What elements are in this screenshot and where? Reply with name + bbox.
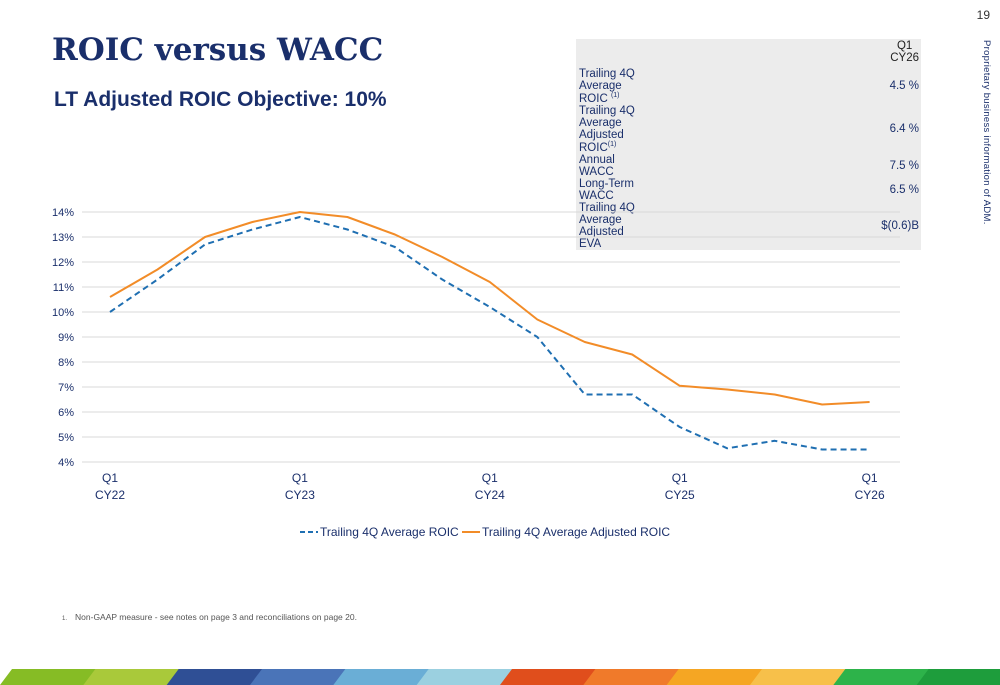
table-row: Trailing 4Q Average Adjusted EVA $(0.6)B: [576, 202, 921, 250]
table-row-value: 6.4 %: [889, 123, 919, 136]
x-tick-label: Q1: [862, 471, 878, 485]
table-row-label: Trailing 4Q Average Adjusted EVA: [579, 201, 635, 250]
y-tick-label: 9%: [58, 332, 74, 344]
row-label-text: Trailing 4Q Average ROIC: [579, 68, 635, 105]
roic-series-line: [109, 216, 870, 451]
brand-bar-segment: [583, 669, 693, 685]
y-tick-label: 5%: [58, 432, 74, 444]
row-label-text: Trailing 4Q Average Adjusted ROIC: [579, 104, 635, 154]
table-row-value: 7.5 %: [889, 159, 919, 172]
x-tick-label: Q1: [672, 471, 688, 485]
table-row: Trailing 4Q Average Adjusted ROIC(1) 6.4…: [576, 105, 921, 154]
table-row-value: 6.5 %: [889, 183, 919, 196]
brand-bar-segment: [0, 669, 110, 685]
page-subtitle: LT Adjusted ROIC Objective: 10%: [54, 88, 387, 111]
footnote-marker: (1): [607, 140, 617, 148]
x-tick-label: CY25: [665, 488, 695, 502]
x-tick-label: Q1: [102, 471, 118, 485]
table-row-label: Trailing 4Q Average ROIC (1): [576, 68, 640, 105]
y-tick-label: 12%: [52, 257, 74, 269]
table-row: Long-Term WACC 6.5 %: [576, 178, 921, 202]
brand-bar-segment: [83, 669, 193, 685]
page-title: ROIC versus WACC: [52, 32, 384, 68]
y-tick-label: 10%: [52, 307, 74, 319]
table-row-label: Annual WACC: [579, 153, 615, 178]
brand-bar-segment: [416, 669, 526, 685]
x-tick-label: Q1: [292, 471, 308, 485]
table-row-value: 4.5 %: [889, 80, 919, 93]
x-tick-label: CY22: [95, 488, 125, 502]
page-number: 19: [976, 8, 990, 22]
y-tick-label: 6%: [58, 407, 74, 419]
y-tick-label: 8%: [58, 357, 74, 369]
table-row-value: $(0.6)B: [881, 219, 919, 232]
table-header-line2: CY26: [890, 52, 919, 64]
x-tick-label: CY24: [475, 488, 505, 502]
brand-bar-segment: [666, 669, 776, 685]
brand-bar-segment: [333, 669, 443, 685]
x-tick-label: Q1: [482, 471, 498, 485]
proprietary-note: Proprietary business information of ADM.: [981, 40, 992, 225]
table-row-label: Long-Term WACC: [579, 177, 634, 202]
adjusted-roic-series-line: [109, 211, 870, 406]
y-tick-label: 7%: [58, 382, 74, 394]
roic-line-chart: 4% 5% 6% 7% 8% 9% 10% 11% 12% 13% 14% Q1 CY22 Q1 CY23 Q…: [52, 207, 900, 539]
table-header-blank: [576, 39, 640, 68]
brand-bar-segment: [750, 669, 860, 685]
brand-bar-segment: [166, 669, 276, 685]
brand-bar-segment: [500, 669, 610, 685]
footnote-text: Non-GAAP measure - see notes on page 3 a…: [75, 612, 357, 622]
y-tick-label: 11%: [53, 282, 74, 294]
x-tick-label: CY23: [285, 488, 315, 502]
y-tick-label: 13%: [52, 232, 74, 244]
y-tick-label: 14%: [52, 207, 74, 219]
metrics-table: Q1 CY26 Trailing 4Q Average ROIC (1) 4.5…: [576, 39, 921, 250]
table-row: Trailing 4Q Average ROIC (1) 4.5 %: [576, 68, 921, 105]
brand-bar-segment: [250, 669, 360, 685]
table-header-row: Q1 CY26: [576, 39, 921, 68]
legend-label: Trailing 4Q Average ROIC: [320, 525, 459, 539]
brand-bar-segment: [833, 669, 943, 685]
footnote: 1. Non-GAAP measure - see notes on page 3…: [62, 612, 357, 622]
legend-label: Trailing 4Q Average Adjusted ROIC: [482, 525, 670, 539]
table-row: Annual WACC 7.5 %: [576, 154, 921, 178]
table-header-line1: Q1: [896, 40, 913, 52]
brand-color-bar: [0, 669, 1000, 685]
table-header-period: Q1 CY26: [640, 39, 921, 68]
footnote-number: 1.: [62, 616, 68, 622]
x-tick-label: CY26: [855, 488, 885, 502]
table-row-label: Trailing 4Q Average Adjusted ROIC(1): [576, 105, 640, 154]
y-tick-label: 4%: [58, 457, 74, 469]
brand-bar-segment: [916, 669, 1000, 685]
footnote-marker: (1): [610, 92, 620, 99]
